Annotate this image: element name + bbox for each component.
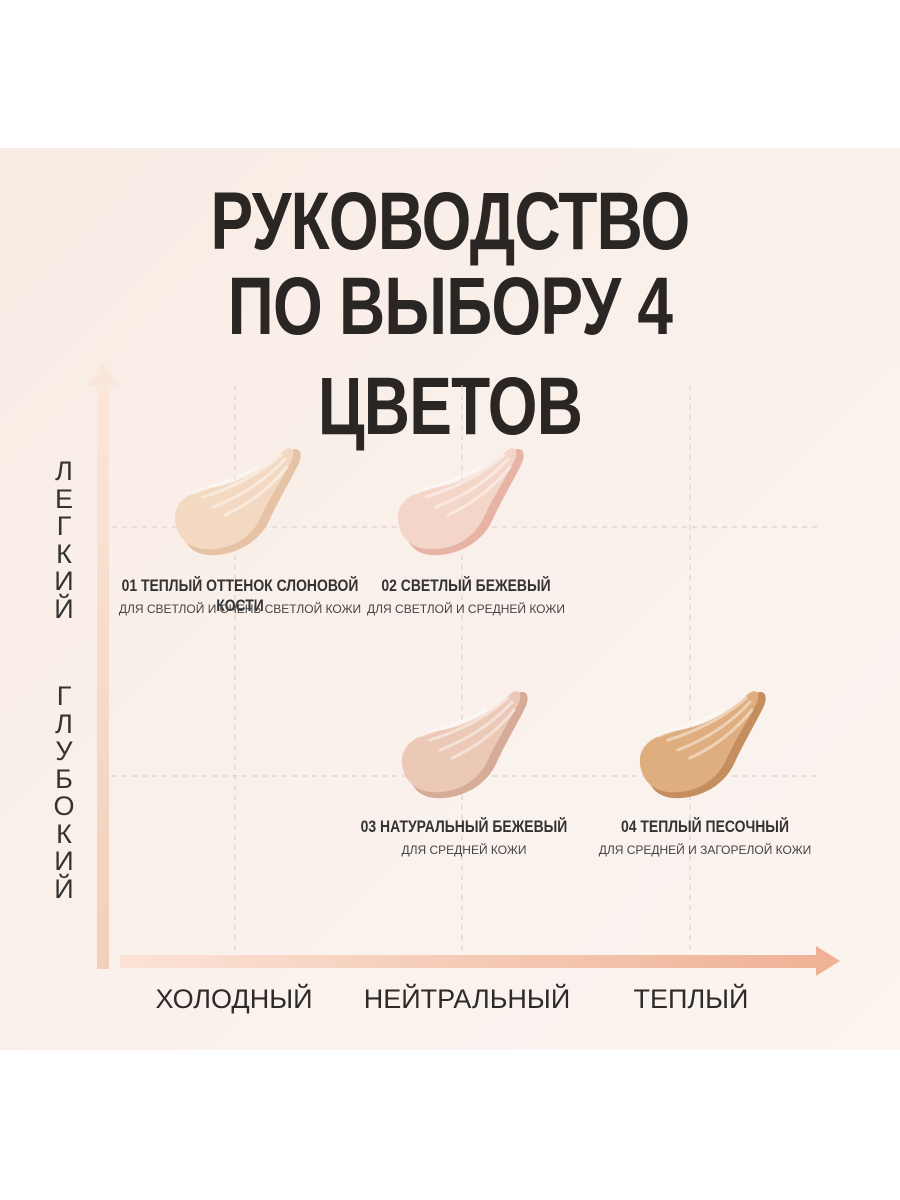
page-title-line1: РУКОВОДСТВО	[210, 176, 691, 267]
x-axis-arrow	[120, 946, 840, 976]
x-axis-label-warm: ТЕПЛЫЙ	[633, 984, 749, 1014]
shade-swatch-1	[174, 448, 301, 556]
page-title-line2: ПО ВЫБОРУ 4 ЦВЕТОВ	[227, 261, 673, 452]
grid-lines	[112, 385, 820, 955]
x-axis-label-cool: ХОЛОДНЫЙ	[155, 984, 313, 1014]
shade-01-name: 01 ТЕПЛЫЙ ОТТЕНОК СЛОНОВОЙ КОСТИ	[121, 576, 359, 615]
y-axis-arrow	[88, 362, 118, 969]
shade-swatch-3	[401, 691, 528, 799]
shade-swatch-2	[397, 448, 524, 556]
shade-03-subtitle: ДЛЯ СРЕДНЕЙ КОЖИ	[401, 843, 527, 857]
shade-02-name: 02 СВЕТЛЫЙ БЕЖЕВЫЙ	[381, 576, 551, 595]
shade-03-name: 03 НАТУРАЛЬНЫЙ БЕЖЕВЫЙ	[360, 817, 568, 836]
x-axis-label-neutral: НЕЙТРАЛЬНЫЙ	[363, 984, 571, 1014]
shade-swatch-4	[639, 691, 766, 799]
shade-01-subtitle: ДЛЯ СВЕТЛОЙ И ОЧЕНЬ СВЕТЛОЙ КОЖИ	[118, 602, 362, 616]
shade-04-name: 04 ТЕПЛЫЙ ПЕСОЧНЫЙ	[621, 817, 789, 836]
shade-02-subtitle: ДЛЯ СВЕТЛОЙ И СРЕДНЕЙ КОЖИ	[367, 602, 565, 616]
background-panel	[0, 148, 900, 1050]
shade-04-subtitle: ДЛЯ СРЕДНЕЙ И ЗАГОРЕЛОЙ КОЖИ	[598, 843, 812, 857]
